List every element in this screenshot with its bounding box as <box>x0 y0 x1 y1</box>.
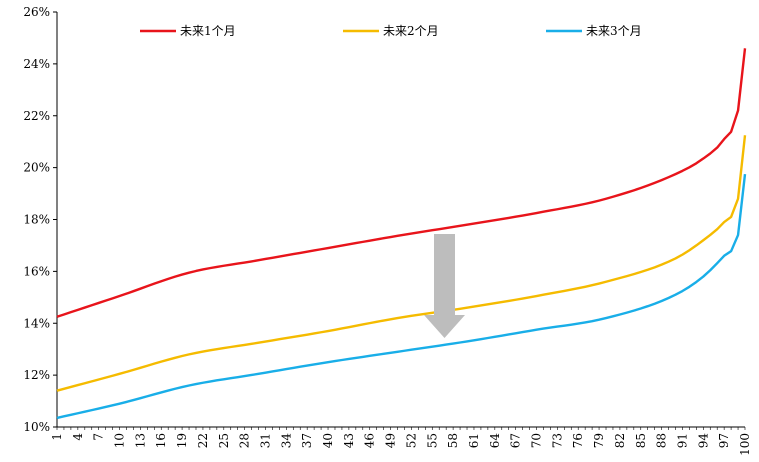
x-tick-label: 25 <box>217 433 231 448</box>
x-tick-label: 88 <box>655 433 669 448</box>
legend-label: 未来2个月 <box>383 24 439 38</box>
x-axis: 1 4 7 10 13 16 19 22 25 28 31 34 37 40 43 46 49 52 55 58 61 6… <box>50 426 752 456</box>
x-tick-label: 61 <box>467 433 481 448</box>
arrow-head <box>424 315 465 338</box>
y-axis: 10% 12% 14% 16% 18% 20% 22% 24% 26% <box>23 5 58 434</box>
x-tick-label: 7 <box>92 433 106 441</box>
legend-label: 未来1个月 <box>180 24 236 38</box>
x-tick-label: 34 <box>279 433 293 449</box>
series-layer <box>56 48 747 420</box>
x-tick-label: 46 <box>363 433 377 448</box>
x-tick-label: 28 <box>238 433 252 448</box>
x-tick-label: 85 <box>634 433 648 448</box>
x-tick-label: 55 <box>425 433 439 448</box>
y-tick-label: 26% <box>23 5 50 19</box>
x-tick-label: 52 <box>404 433 418 448</box>
legend-item-2: 未来2个月 <box>343 24 439 38</box>
x-tick-label: 58 <box>446 433 460 448</box>
arrow-shaft <box>434 234 455 316</box>
y-tick-label: 18% <box>23 213 50 227</box>
y-tick-label: 20% <box>23 161 50 175</box>
x-tick-label: 37 <box>300 433 314 448</box>
legend-item-3: 未来3个月 <box>546 24 642 38</box>
x-tick-label: 91 <box>675 433 689 448</box>
y-tick-label: 16% <box>23 264 50 278</box>
x-tick-label: 100 <box>738 433 752 456</box>
x-tick-label: 76 <box>571 433 585 448</box>
x-tick-label: 70 <box>530 433 544 448</box>
x-tick-label: 22 <box>196 433 210 448</box>
x-tick-label: 43 <box>342 433 356 448</box>
series-line-2 <box>56 135 747 392</box>
x-tick-label: 82 <box>613 433 627 448</box>
x-tick-label: 67 <box>509 433 523 448</box>
legend-label: 未来3个月 <box>586 24 642 38</box>
x-tick-label: 73 <box>550 433 564 448</box>
x-tick-label: 19 <box>175 433 189 448</box>
x-tick-label: 79 <box>592 433 606 448</box>
x-tick-label: 4 <box>71 433 85 441</box>
x-tick-label: 31 <box>258 433 272 448</box>
annotation-layer <box>424 234 465 338</box>
x-tick-label: 13 <box>133 433 147 448</box>
x-tick-label: 97 <box>717 433 731 448</box>
series-line-1 <box>56 48 747 318</box>
series-line-3 <box>56 173 747 420</box>
y-tick-label: 24% <box>23 57 50 71</box>
x-tick-label: 1 <box>50 433 64 441</box>
x-tick-label: 49 <box>384 433 398 448</box>
x-tick-label: 94 <box>696 433 710 449</box>
y-tick-label: 22% <box>23 109 50 123</box>
y-tick-label: 10% <box>23 420 50 434</box>
x-tick-label: 64 <box>488 433 502 449</box>
y-tick-label: 12% <box>23 368 50 382</box>
x-tick-label: 40 <box>321 433 335 448</box>
down-arrow <box>424 234 465 338</box>
x-tick-label: 16 <box>154 433 168 448</box>
y-tick-label: 14% <box>23 316 50 330</box>
legend: 未来1个月 未来2个月 未来3个月 <box>140 24 642 38</box>
x-tick-label: 10 <box>113 433 127 448</box>
legend-item-1: 未来1个月 <box>140 24 236 38</box>
